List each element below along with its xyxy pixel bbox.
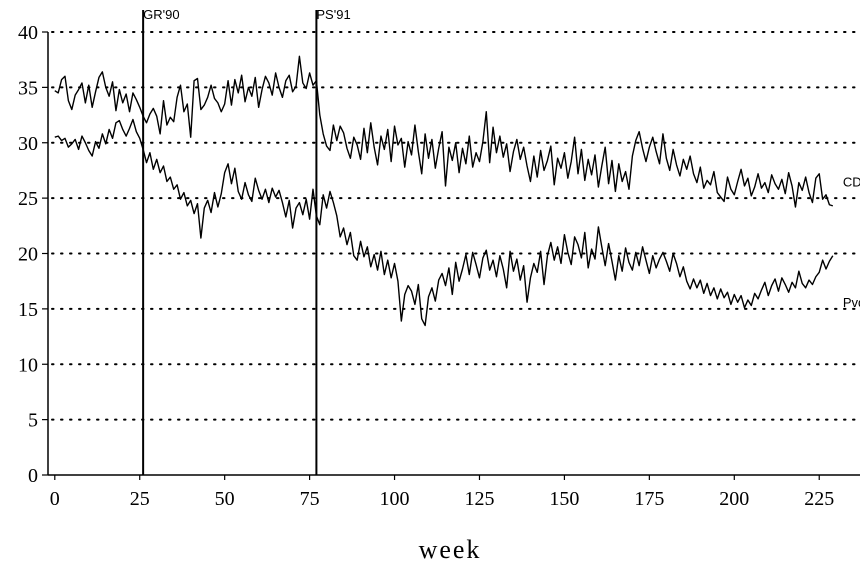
grid-layer xyxy=(51,31,857,421)
y-tick-label-15: 15 xyxy=(18,299,38,321)
x-tick-label-100: 100 xyxy=(380,488,410,510)
event-label-1: PS'91 xyxy=(316,7,350,22)
event-markers: GR'90 PS'91 xyxy=(142,7,351,475)
x-axis-label: week xyxy=(419,535,482,564)
x-tick-label-25: 25 xyxy=(130,488,150,510)
series-layer xyxy=(54,55,834,327)
y-tick-label-40: 40 xyxy=(18,22,38,44)
y-tick-label-0: 0 xyxy=(28,465,38,487)
x-tick-label-150: 150 xyxy=(549,488,579,510)
series-label-pvda: PvdA xyxy=(843,295,860,310)
x-tick-label-200: 200 xyxy=(719,488,749,510)
y-tick-label-5: 5 xyxy=(28,410,38,432)
x-tick-label-0: 0 xyxy=(50,488,60,510)
y-tick-label-25: 25 xyxy=(18,188,38,210)
series-line-pvda xyxy=(54,118,834,327)
series-label-cda: CDA xyxy=(843,175,860,190)
y-tick-label-35: 35 xyxy=(18,77,38,99)
y-tick-label-30: 30 xyxy=(18,133,38,155)
x-tick-label-125: 125 xyxy=(464,488,494,510)
x-tick-label-50: 50 xyxy=(215,488,235,510)
x-tick-label-175: 175 xyxy=(634,488,664,510)
axes-layer: 0 5 10 15 20 25 30 35 40 0 25 50 75 100 125 150 175 200 22… xyxy=(18,22,860,510)
x-tick-label-75: 75 xyxy=(300,488,320,510)
event-label-0: GR'90 xyxy=(143,7,179,22)
y-tick-label-10: 10 xyxy=(18,354,38,376)
x-tick-label-225: 225 xyxy=(804,488,834,510)
series-line-cda xyxy=(54,55,834,208)
y-tick-label-20: 20 xyxy=(18,244,38,266)
labels-layer: CDA PvdA xyxy=(843,175,860,311)
